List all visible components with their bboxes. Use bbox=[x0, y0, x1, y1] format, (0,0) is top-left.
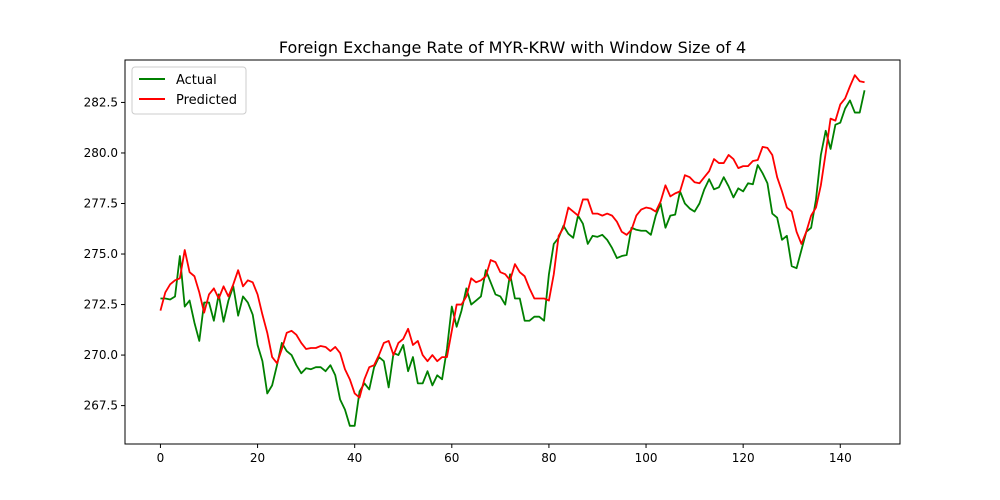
y-axis: 267.5 270.0 272.5 275.0 277.5 280.0 282.5 bbox=[84, 95, 125, 413]
x-tick-label: 100 bbox=[635, 451, 658, 465]
plot-lines bbox=[159, 74, 866, 427]
x-tick-label: 140 bbox=[829, 451, 852, 465]
plot-area-frame bbox=[124, 59, 901, 445]
x-tick-label: 20 bbox=[250, 451, 265, 465]
x-tick-label: 80 bbox=[541, 451, 556, 465]
y-tick-label: 282.5 bbox=[84, 95, 118, 109]
y-tick-label: 267.5 bbox=[84, 399, 118, 413]
legend-actual-label: Actual bbox=[176, 73, 217, 88]
x-tick-label: 120 bbox=[732, 451, 755, 465]
series-line-predicted bbox=[159, 74, 865, 399]
x-tick-label: 0 bbox=[157, 451, 165, 465]
y-tick-label: 272.5 bbox=[84, 298, 118, 312]
x-tick-label: 40 bbox=[347, 451, 362, 465]
x-tick-label: 60 bbox=[444, 451, 459, 465]
y-tick-label: 277.5 bbox=[84, 196, 118, 210]
y-tick-label: 275.0 bbox=[84, 247, 118, 261]
x-axis: 0 20 40 60 80 100 120 140 bbox=[157, 444, 852, 465]
y-tick-label: 270.0 bbox=[84, 348, 118, 362]
chart-title: Foreign Exchange Rate of MYR-KRW with Wi… bbox=[279, 38, 746, 57]
legend: Actual Predicted bbox=[131, 66, 247, 115]
y-tick-label: 280.0 bbox=[84, 146, 118, 160]
legend-predicted-label: Predicted bbox=[176, 93, 237, 108]
